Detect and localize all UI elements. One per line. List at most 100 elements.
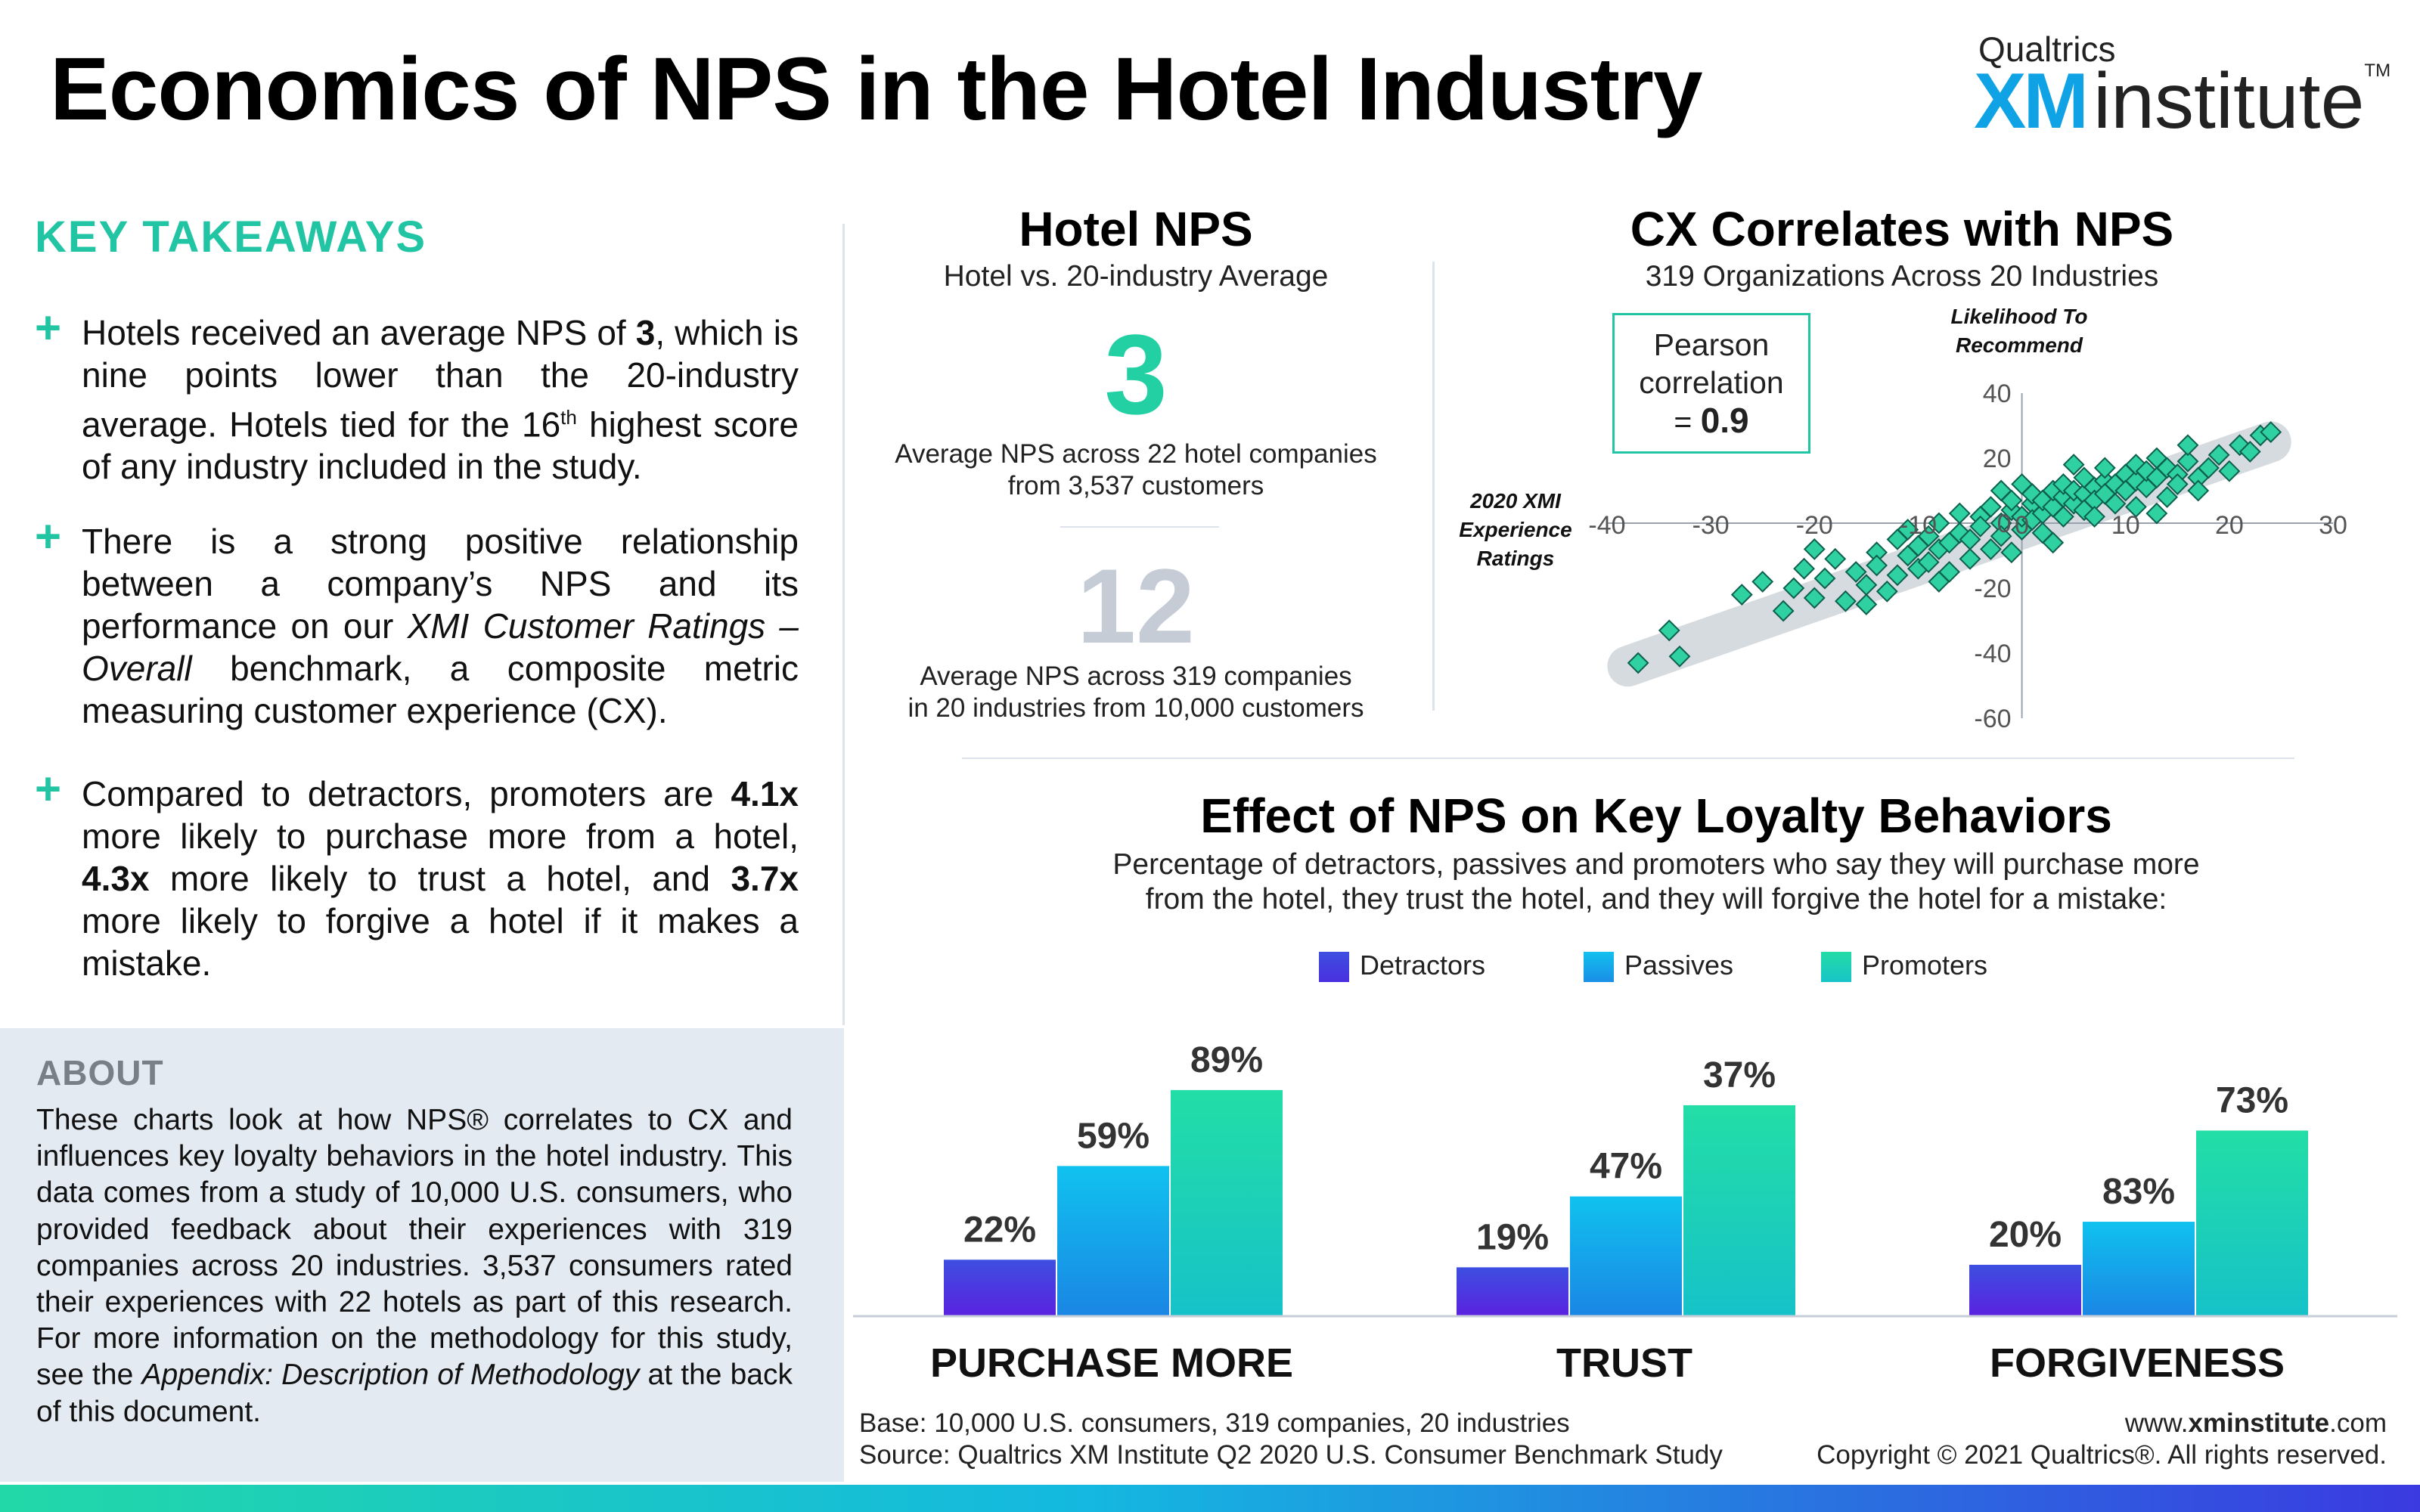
takeaway-1-part-1: Hotels received an average NPS of <box>82 313 636 352</box>
scatter-plot: -40 -30 -20 -10 0 10 20 30 40 20 0 -20 -40 -60 <box>1588 380 2347 733</box>
takeaway-3: + Compared to detractors, promoters are … <box>35 767 799 984</box>
x-tick-label: -40 <box>1588 511 1625 540</box>
industry-nps-caption-line-1: Average NPS across 319 companies <box>920 662 1352 691</box>
scatter-x-axis-label: 2020 XMI Experience Ratings <box>1440 487 1591 573</box>
y-axis-label-line-2: Recommend <box>1955 333 2083 357</box>
pearson-line-1: Pearson <box>1653 327 1770 362</box>
hotel-nps-caption-line-2: from 3,537 customers <box>1007 471 1264 500</box>
scatter-point <box>1730 584 1753 606</box>
footer-url-suffix: .com <box>2329 1408 2387 1438</box>
takeaway-3-bold-1: 4.1x <box>731 774 799 813</box>
takeaway-3-text: Compared to detractors, promoters are 4.… <box>82 773 799 984</box>
scatter-point <box>1751 570 1774 593</box>
takeaway-2-italic-1: XMI Customer Ratings – Overall <box>82 606 799 688</box>
footer-source: Source: Qualtrics XM Institute Q2 2020 U… <box>859 1440 1723 1470</box>
legend-label-promoters: Promoters <box>1862 950 1988 981</box>
takeaway-1: + Hotels received an average NPS of 3, w… <box>35 305 799 488</box>
takeaway-1-superscript: th <box>560 406 577 429</box>
scatter-point <box>1928 512 1950 534</box>
loyalty-subtitle-line-1: Percentage of detractors, passives and p… <box>1112 848 2200 881</box>
takeaway-3-part-4: more likely to forgive a hotel if it mak… <box>82 901 799 983</box>
scatter-point <box>1658 619 1680 642</box>
loyalty-subtitle-line-2: from the hotel, they trust the hotel, an… <box>1145 883 2167 916</box>
scatter-point <box>1980 496 2002 518</box>
about-part-2: at the back of this document. <box>36 1359 793 1428</box>
x-tick-label: 20 <box>2215 511 2244 540</box>
takeaway-1-bold-1: 3 <box>635 313 656 352</box>
scatter-point <box>1990 479 2012 502</box>
scatter-point <box>2166 472 2189 495</box>
scatter-point <box>2156 486 2178 509</box>
x-axis-label-line-2: Experience <box>1459 518 1572 541</box>
footer-url[interactable]: www.xminstitute.com <box>2125 1408 2387 1439</box>
x-axis-label-line-3: Ratings <box>1476 547 1555 570</box>
about-italic: Appendix: Description of Methodology <box>141 1359 640 1392</box>
industry-nps-caption: Average NPS across 319 companies in 20 in… <box>871 661 1401 724</box>
scatter-point <box>1835 590 1857 612</box>
pearson-correlation-box: Pearson correlation = 0.9 <box>1612 313 1810 454</box>
scatter-point <box>1793 557 1815 580</box>
plus-icon: + <box>35 511 62 562</box>
scatter-point <box>1866 554 1888 577</box>
takeaway-1-part-2: , which is nine points lower than the 20… <box>82 313 799 445</box>
x-tick-label: -30 <box>1692 511 1730 540</box>
pearson-line-3: = 0.9 <box>1615 401 1808 441</box>
x-tick-label: -10 <box>1900 511 1937 540</box>
y-axis-label-line-1: Likelihood To <box>1950 305 2088 328</box>
takeaway-3-bold-3: 3.7x <box>731 859 799 898</box>
x-axis-label-line-1: 2020 XMI <box>1470 489 1561 513</box>
bar-detractors-3 <box>1969 1265 2081 1315</box>
y-tick-label: 0 <box>1997 510 2012 538</box>
scatter-point <box>2176 450 2199 472</box>
scatter-point <box>2042 531 2065 554</box>
bar-label-detractors-1: 22% <box>963 1210 1036 1250</box>
hotel-nps-title: Hotel NPS <box>1019 202 1253 256</box>
takeaway-3-part-3: more likely to trust a hotel, and <box>149 859 731 898</box>
x-tick-label: 30 <box>2319 511 2347 540</box>
pearson-value: 0.9 <box>1700 401 1749 440</box>
legend-swatch-passives <box>1584 952 1614 983</box>
scatter-point <box>2062 454 2085 476</box>
vertical-divider <box>842 224 845 1025</box>
bar-promoters-3 <box>2196 1130 2308 1315</box>
scatter-point <box>1782 577 1805 600</box>
scatter-point <box>2198 457 2220 479</box>
scatter-point <box>2238 440 2261 463</box>
pearson-equals: = <box>1674 404 1701 439</box>
industry-nps-caption-line-2: in 20 industries from 10,000 customers <box>908 693 1364 723</box>
logo-xm-text: XM <box>1974 57 2089 145</box>
cx-subtitle: 319 Organizations Across 20 Industries <box>1645 260 2159 293</box>
scatter-point <box>1844 561 1867 583</box>
scatter-point <box>1855 593 1878 615</box>
scatter-point <box>2145 502 2168 525</box>
footer-copyright: Copyright © 2021 Qualtrics®. All rights … <box>1817 1440 2387 1470</box>
scatter-point <box>2083 505 2105 528</box>
scatter-point <box>1627 652 1649 674</box>
scatter-point <box>1980 538 2002 560</box>
bar-label-detractors-3: 20% <box>1989 1215 2062 1255</box>
hotel-nps-value: 3 <box>1104 311 1168 438</box>
plus-icon: + <box>35 302 62 353</box>
y-tick-label: 20 <box>1983 445 2012 473</box>
scatter-point <box>1928 570 1950 593</box>
scatter-point <box>2176 434 2199 457</box>
hotel-nps-caption: Average NPS across 22 hotel companies fro… <box>871 438 1401 502</box>
x-tick-label: 0 <box>2015 511 2029 540</box>
scatter-point <box>1969 515 1992 538</box>
scatter-point <box>1948 502 1971 525</box>
legend-detractors: Detractors <box>1319 950 1485 983</box>
bar-detractors-2 <box>1457 1267 1568 1315</box>
scatter-point <box>1990 525 2012 547</box>
loyalty-bar-chart: 22% 59% 89% 19% 47% 37% 20% 83% 73% <box>853 1040 2397 1318</box>
about-text: These charts look at how NPS® correlates… <box>36 1102 793 1430</box>
section-divider-horizontal <box>962 758 2294 759</box>
bottom-gradient-bar <box>0 1485 2420 1512</box>
pearson-line-2: correlation <box>1639 365 1784 400</box>
scatter-point <box>2093 457 2116 479</box>
bar-label-promoters-3: 73% <box>2216 1080 2288 1120</box>
about-heading: ABOUT <box>36 1053 164 1092</box>
y-tick-label: -60 <box>1974 705 2011 733</box>
bar-passives-2 <box>1570 1196 1682 1315</box>
scatter-point <box>1886 564 1909 587</box>
takeaway-3-bold-2: 4.3x <box>82 859 150 898</box>
